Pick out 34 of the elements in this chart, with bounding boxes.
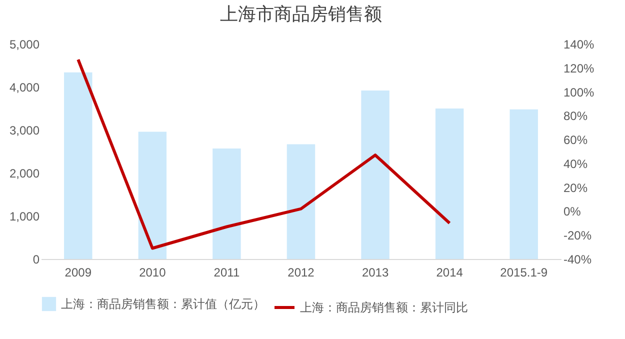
y2-tick-label: 140%	[564, 38, 595, 52]
x-tick-label: 2010	[139, 266, 166, 280]
x-tick-label: 2011	[214, 266, 240, 280]
y2-tick-label: -20%	[564, 228, 592, 243]
x-tick-label: 2013	[362, 266, 389, 280]
bar	[64, 72, 92, 259]
y2-tick-label: 120%	[564, 61, 595, 76]
y2-tick-label: 0%	[564, 204, 582, 219]
x-tick-label: 2014	[436, 266, 464, 280]
y-tick-label: 3,000	[9, 124, 40, 138]
x-tick-label: 2009	[64, 266, 92, 280]
y2-tick-label: 20%	[564, 180, 588, 195]
x-tick-label: 2015.1-9	[500, 266, 548, 280]
y2-tick-label: 60%	[564, 133, 588, 148]
bar	[435, 108, 464, 259]
bar	[138, 132, 167, 259]
bar	[361, 90, 390, 259]
bar	[286, 144, 316, 259]
line-series	[76, 58, 452, 250]
bar	[510, 109, 538, 259]
y2-tick-label: 80%	[564, 109, 588, 124]
legend-label: 上海：商品房销售额：累计同比	[300, 300, 468, 314]
y-tick-label: 1,000	[9, 210, 40, 224]
chart-title: 上海市商品房销售额	[220, 4, 382, 24]
y2-tick-label: 100%	[564, 85, 595, 100]
y-tick-label: 5,000	[9, 38, 40, 52]
y-tick-label: 0	[32, 252, 40, 266]
legend-label: 上海：商品房销售额：累计值（亿元）	[61, 297, 265, 311]
y2-tick-label: 40%	[564, 156, 588, 171]
y-tick-label: 2,000	[9, 166, 40, 180]
y2-tick-label: -40%	[564, 252, 592, 266]
y-tick-label: 4,000	[9, 80, 40, 94]
bar	[212, 148, 241, 259]
x-tick-label: 2012	[288, 266, 315, 280]
